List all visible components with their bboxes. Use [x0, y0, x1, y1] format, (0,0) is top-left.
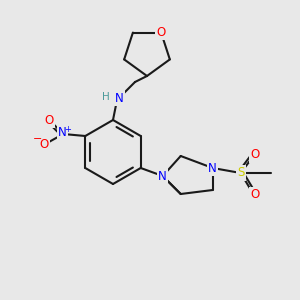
Text: +: +	[64, 124, 71, 134]
Text: O: O	[40, 139, 49, 152]
Text: O: O	[45, 113, 54, 127]
Text: O: O	[157, 26, 166, 39]
Text: O: O	[250, 188, 259, 202]
Text: N: N	[158, 169, 167, 182]
Text: N: N	[58, 127, 67, 140]
Text: H: H	[102, 92, 110, 102]
Text: S: S	[237, 167, 244, 179]
Text: O: O	[250, 148, 259, 161]
Text: N: N	[158, 169, 167, 182]
Text: N: N	[115, 92, 123, 104]
Text: −: −	[33, 134, 42, 144]
Text: N: N	[208, 161, 217, 175]
